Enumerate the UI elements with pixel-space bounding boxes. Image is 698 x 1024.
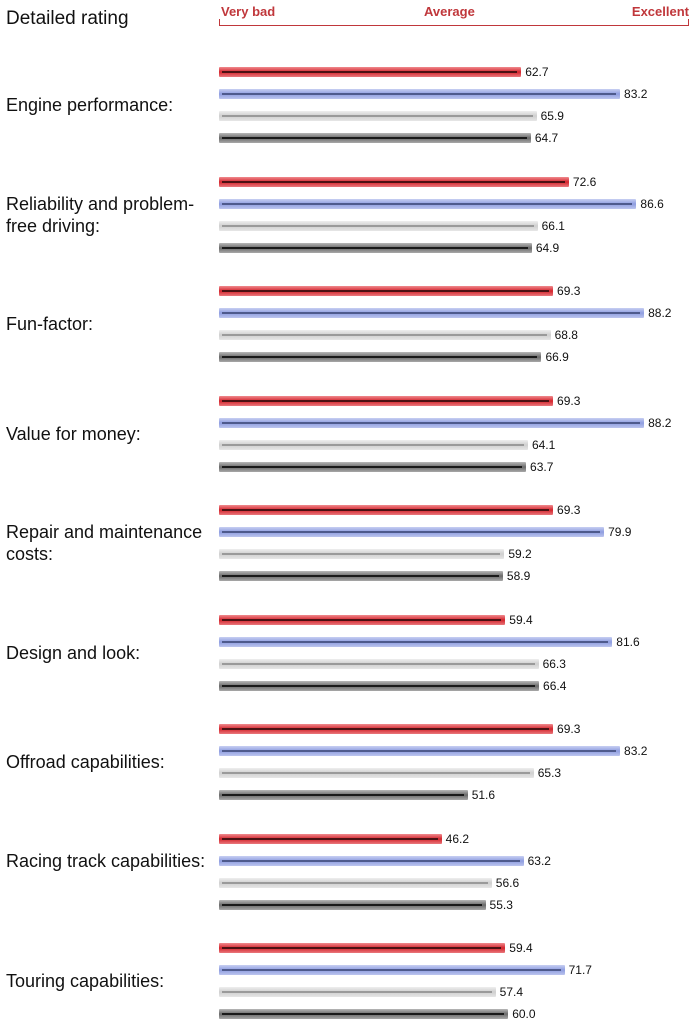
scale-label-excellent: Excellent	[631, 4, 689, 19]
data-label: 66.1	[541, 218, 565, 233]
category-label: Design and look:	[6, 642, 141, 663]
data-label: 69.3	[557, 722, 581, 736]
bar-series-dark-gray	[219, 680, 540, 691]
data-label: 88.2	[648, 415, 672, 430]
category-label: Fun-factor:	[6, 314, 94, 334]
data-label: 64.7	[534, 131, 559, 145]
bar-series-light-gray	[219, 768, 534, 778]
bar-series-dark-gray	[219, 461, 527, 472]
data-label: 69.3	[557, 284, 581, 298]
bar-series-red	[219, 505, 554, 515]
bar-series-dark-gray	[219, 571, 503, 581]
data-label: 88.2	[648, 306, 672, 320]
chart-title: Detailed rating	[6, 8, 129, 29]
data-label: 69.3	[557, 393, 581, 408]
bar-series-light-gray	[219, 877, 492, 888]
data-label: 72.6	[572, 174, 597, 189]
bar-series-light-gray	[219, 111, 537, 121]
data-label: 59.2	[508, 547, 532, 561]
bar-series-dark-gray	[219, 790, 468, 800]
data-label: 65.9	[540, 109, 564, 123]
category-label: Offroad capabilities:	[6, 752, 165, 772]
bar-series-light-gray	[219, 549, 505, 559]
data-label: 64.9	[535, 240, 560, 255]
data-label: 56.6	[495, 875, 520, 890]
bar-series-light-gray	[219, 658, 539, 669]
data-label: 59.4	[509, 941, 533, 955]
bar-series-red	[219, 286, 554, 296]
data-label: 71.7	[568, 963, 592, 977]
data-label: 58.9	[506, 569, 531, 583]
data-label: 68.8	[554, 328, 578, 342]
category-label: Value for money:	[6, 423, 141, 444]
category-label: Touring capabilities:	[6, 971, 165, 991]
data-label: 63.2	[527, 853, 551, 868]
data-label: 83.2	[624, 87, 648, 101]
bar-series-red	[219, 833, 442, 844]
bar-series-blue	[219, 417, 645, 428]
scale-tick-left	[219, 19, 220, 26]
bar-series-light-gray	[219, 439, 528, 450]
data-label: 86.6	[640, 196, 664, 211]
bar-series-dark-gray	[219, 242, 532, 253]
bar-series-light-gray	[219, 987, 496, 997]
rating-scale: Very bad Average Excellent	[219, 4, 689, 26]
data-label: 81.6	[616, 634, 640, 649]
data-label: 66.3	[542, 656, 566, 671]
bar-series-dark-gray	[219, 899, 486, 910]
bar-series-blue	[219, 89, 621, 99]
bar-series-blue	[219, 636, 613, 647]
data-label: 46.2	[445, 831, 470, 846]
data-label: 63.7	[530, 459, 554, 474]
data-label: 83.2	[624, 744, 648, 758]
bar-series-blue	[219, 308, 645, 318]
bar-series-blue	[219, 746, 621, 756]
data-label: 59.4	[509, 612, 533, 627]
data-label: 57.4	[499, 985, 524, 999]
scale-label-average: Average	[424, 4, 475, 19]
bar-series-red	[219, 395, 554, 406]
data-label: 51.6	[471, 788, 496, 802]
category-label: Racing track capabilities:	[6, 850, 206, 871]
scale-line	[219, 25, 689, 26]
bar-series-red	[219, 943, 506, 953]
scale-tick-right	[688, 19, 689, 26]
bar-series-red	[219, 176, 569, 187]
data-label: 62.7	[525, 65, 549, 79]
bar-series-dark-gray	[219, 133, 531, 143]
bar-series-red	[219, 67, 522, 77]
data-label: 60.0	[512, 1007, 536, 1021]
data-label: 66.4	[543, 678, 567, 693]
bar-series-red	[219, 614, 506, 625]
bar-series-blue	[219, 527, 605, 537]
bar-series-blue	[219, 855, 524, 866]
data-label: 55.3	[489, 897, 513, 912]
data-label: 65.3	[537, 766, 562, 780]
bar-series-light-gray	[219, 220, 538, 231]
scale-label-very-bad: Very bad	[221, 4, 276, 19]
bar-series-light-gray	[219, 330, 551, 340]
data-label: 79.9	[608, 525, 632, 539]
category-label: Reliability and problem-free driving:	[6, 193, 195, 236]
bar-series-dark-gray	[219, 352, 542, 362]
category-label: Engine performance:	[6, 95, 174, 115]
category-label: Repair and maintenance costs:	[6, 522, 203, 564]
data-label: 69.3	[557, 503, 581, 517]
bar-series-red	[219, 724, 554, 734]
bar-series-blue	[219, 198, 637, 209]
bar-series-blue	[219, 965, 565, 975]
bar-series-dark-gray	[219, 1009, 509, 1019]
data-label: 64.1	[531, 437, 556, 452]
data-label: 66.9	[545, 350, 569, 364]
